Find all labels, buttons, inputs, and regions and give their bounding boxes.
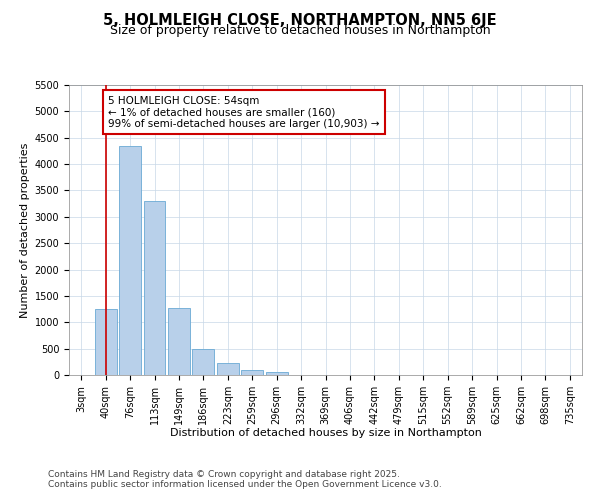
Text: Contains public sector information licensed under the Open Government Licence v3: Contains public sector information licen… [48, 480, 442, 489]
Text: Contains HM Land Registry data © Crown copyright and database right 2025.: Contains HM Land Registry data © Crown c… [48, 470, 400, 479]
Y-axis label: Number of detached properties: Number of detached properties [20, 142, 31, 318]
Bar [217, 364, 239, 375]
Bar [241, 370, 263, 375]
Bar [168, 308, 190, 375]
Bar [95, 309, 116, 375]
X-axis label: Distribution of detached houses by size in Northampton: Distribution of detached houses by size … [170, 428, 481, 438]
Text: Size of property relative to detached houses in Northampton: Size of property relative to detached ho… [110, 24, 490, 37]
Bar [143, 201, 166, 375]
Bar [193, 348, 214, 375]
Bar [266, 372, 287, 375]
Text: 5, HOLMLEIGH CLOSE, NORTHAMPTON, NN5 6JE: 5, HOLMLEIGH CLOSE, NORTHAMPTON, NN5 6JE [103, 12, 497, 28]
Bar [119, 146, 141, 375]
Text: 5 HOLMLEIGH CLOSE: 54sqm
← 1% of detached houses are smaller (160)
99% of semi-d: 5 HOLMLEIGH CLOSE: 54sqm ← 1% of detache… [108, 96, 380, 128]
